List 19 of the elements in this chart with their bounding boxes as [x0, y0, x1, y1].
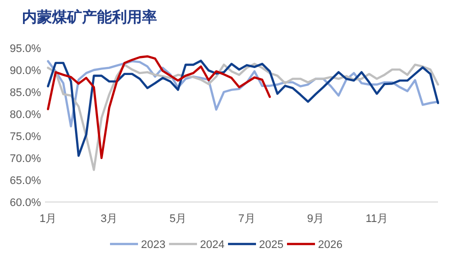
- legend-label: 2026: [318, 239, 342, 251]
- xtick: 3月: [100, 213, 118, 225]
- legend-label: 2024: [200, 239, 224, 251]
- xtick: 9月: [307, 213, 324, 225]
- xtick: 7月: [238, 213, 256, 225]
- title: 内蒙煤矿产能利用率: [22, 8, 157, 26]
- legend-label: 2023: [141, 239, 166, 251]
- ytick: 60.0%: [10, 197, 41, 209]
- xtick: 5月: [169, 213, 187, 225]
- ytick: 85.0%: [10, 87, 41, 99]
- ytick: 95.0%: [10, 43, 41, 55]
- ytick: 65.0%: [10, 175, 41, 187]
- ytick: 90.0%: [10, 65, 41, 77]
- ytick: 70.0%: [10, 153, 41, 165]
- legend-label: 2025: [259, 239, 284, 251]
- ytick: 75.0%: [10, 131, 41, 143]
- xtick: 11月: [366, 213, 388, 225]
- ytick: 80.0%: [10, 109, 41, 121]
- xtick: 1月: [39, 213, 57, 225]
